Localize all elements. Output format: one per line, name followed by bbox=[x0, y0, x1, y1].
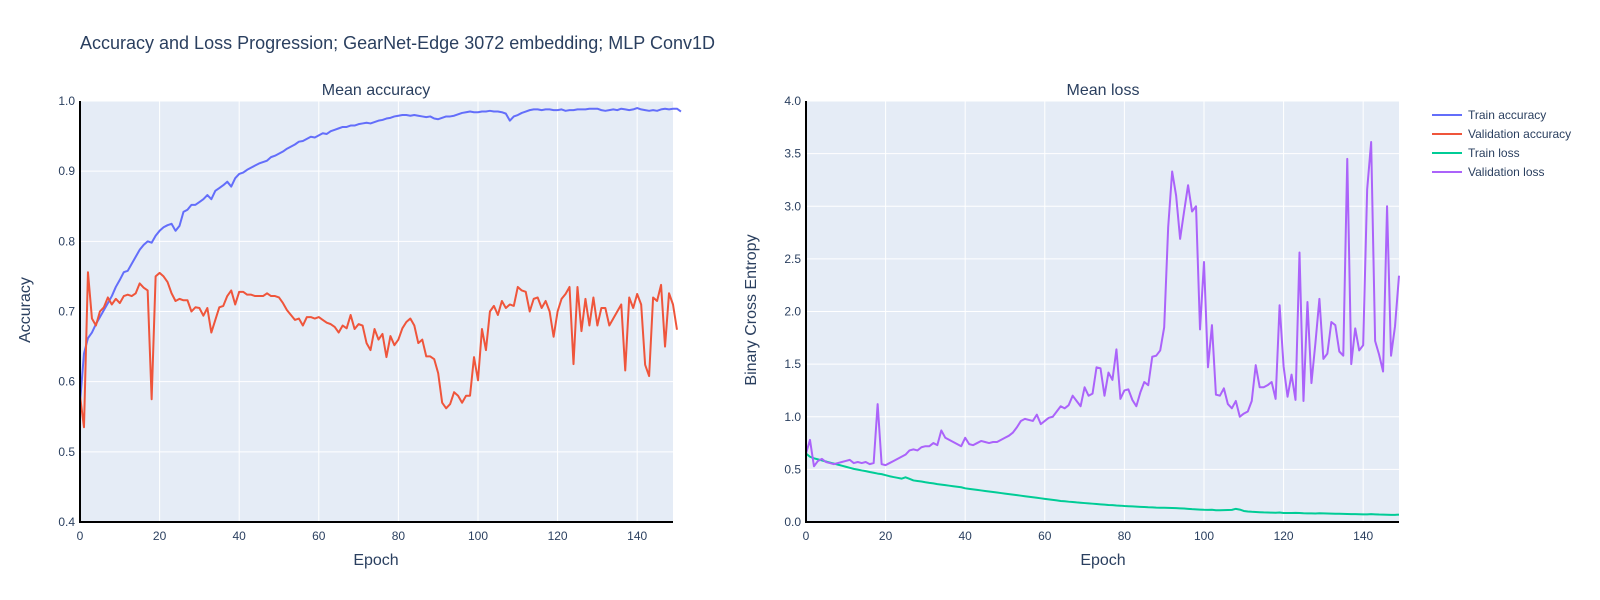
loss-y-tick-label: 0.5 bbox=[784, 462, 801, 476]
loss-x-tick-label: 100 bbox=[1194, 529, 1214, 543]
accuracy-x-tick-label: 40 bbox=[233, 529, 247, 543]
series-line-train-loss bbox=[805, 452, 1400, 516]
accuracy-y-tick-label: 0.8 bbox=[58, 234, 75, 248]
loss-x-tick-label: 0 bbox=[803, 529, 810, 543]
loss-series bbox=[805, 141, 1400, 516]
series-line-validation-loss bbox=[805, 141, 1400, 468]
accuracy-x-tick-label: 20 bbox=[153, 529, 167, 543]
loss-gridlines bbox=[806, 100, 1399, 522]
accuracy-y-tick-label: 0.9 bbox=[58, 164, 75, 178]
accuracy-y-tick-label: 1.0 bbox=[58, 94, 75, 108]
legend-item-validation-loss[interactable]: Validation loss bbox=[1432, 165, 1545, 179]
loss-x-tick-label: 120 bbox=[1274, 529, 1294, 543]
accuracy-y-axis-label: Accuracy bbox=[17, 277, 34, 343]
loss-y-tick-label: 4.0 bbox=[784, 94, 801, 108]
series-line-train-accuracy bbox=[79, 107, 682, 403]
loss-y-tick-label: 1.5 bbox=[784, 357, 801, 371]
accuracy-x-tick-label: 0 bbox=[77, 529, 84, 543]
loss-y-tick-label: 3.0 bbox=[784, 199, 801, 213]
accuracy-subplot: 0 20 40 60 80 100 120 1400.40.50.60.70.80.91.0 … bbox=[17, 82, 682, 569]
legend-label: Validation loss bbox=[1468, 165, 1545, 179]
accuracy-y-tick-label: 0.6 bbox=[58, 375, 75, 389]
accuracy-gridlines bbox=[80, 100, 673, 522]
loss-y-tick-label: 3.5 bbox=[784, 147, 801, 161]
accuracy-axes bbox=[79, 101, 673, 523]
loss-subplot-title: Mean loss bbox=[1067, 82, 1140, 99]
series-line-validation-accuracy bbox=[79, 271, 678, 429]
legend-label: Train accuracy bbox=[1468, 108, 1546, 122]
accuracy-x-tick-label: 140 bbox=[627, 529, 647, 543]
loss-x-tick-label: 20 bbox=[879, 529, 893, 543]
accuracy-series bbox=[79, 107, 682, 429]
loss-ticks: 0 20 40 60 80 100 120 140 0.0 0.5 1.0 1.5 2.0 2.5 3.0 3… bbox=[784, 94, 1373, 543]
legend: Train accuracy Validation accuracy Train l… bbox=[1432, 108, 1571, 179]
accuracy-ticks: 0 20 40 60 80 100 120 140 0.4 0.5 0.6 0.7 0.8 0.9 1.0 bbox=[58, 94, 647, 543]
accuracy-y-tick-label: 0.7 bbox=[58, 305, 75, 319]
loss-y-tick-label: 2.0 bbox=[784, 305, 801, 319]
loss-subplot: 0 20 40 60 80 100 120 140 0.0 0.5 1.0 1.5 2.0 2.5 3.0 3… bbox=[743, 82, 1400, 569]
legend-item-validation-accuracy[interactable]: Validation accuracy bbox=[1432, 127, 1571, 141]
accuracy-y-tick-label: 0.5 bbox=[58, 445, 75, 459]
loss-axes bbox=[805, 101, 1399, 523]
legend-item-train-loss[interactable]: Train loss bbox=[1432, 146, 1520, 160]
loss-y-tick-label: 1.0 bbox=[784, 410, 801, 424]
accuracy-subplot-title: Mean accuracy bbox=[322, 82, 431, 99]
accuracy-x-tick-label: 80 bbox=[392, 529, 406, 543]
loss-x-tick-label: 60 bbox=[1038, 529, 1052, 543]
loss-y-tick-label: 2.5 bbox=[784, 252, 801, 266]
accuracy-x-tick-label: 120 bbox=[548, 529, 568, 543]
loss-x-tick-label: 40 bbox=[959, 529, 973, 543]
legend-item-train-accuracy[interactable]: Train accuracy bbox=[1432, 108, 1546, 122]
loss-y-axis-label: Binary Cross Entropy bbox=[743, 234, 760, 385]
accuracy-x-tick-label: 60 bbox=[312, 529, 326, 543]
accuracy-y-tick-label: 0.4 bbox=[58, 515, 75, 529]
loss-x-tick-label: 80 bbox=[1118, 529, 1132, 543]
legend-label: Train loss bbox=[1468, 146, 1520, 160]
legend-label: Validation accuracy bbox=[1468, 127, 1571, 141]
loss-y-tick-label: 0.0 bbox=[784, 515, 801, 529]
accuracy-x-axis-label: Epoch bbox=[353, 552, 398, 569]
chart-title: Accuracy and Loss Progression; GearNet-E… bbox=[80, 33, 715, 53]
loss-x-tick-label: 140 bbox=[1353, 529, 1373, 543]
accuracy-x-tick-label: 100 bbox=[468, 529, 488, 543]
loss-x-axis-label: Epoch bbox=[1080, 552, 1125, 569]
